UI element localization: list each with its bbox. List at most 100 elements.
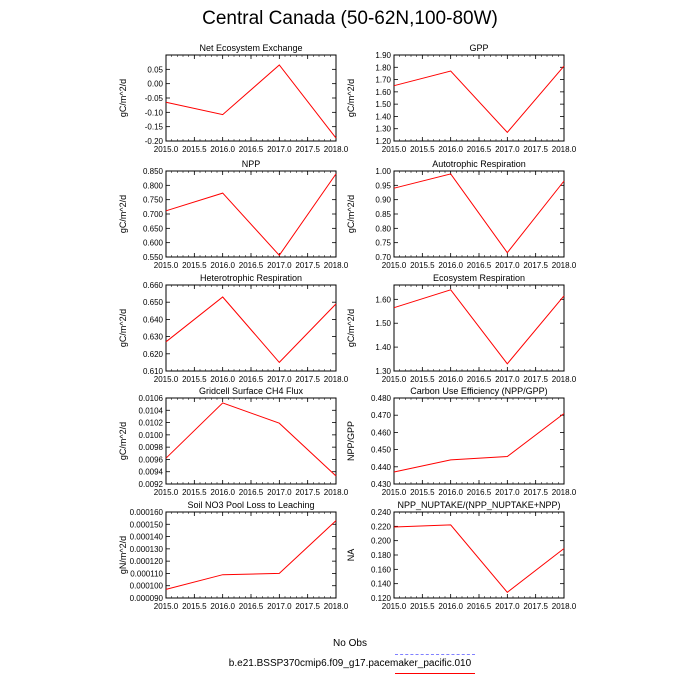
y-tick-label: 0.0092 xyxy=(139,480,164,489)
y-tick-label: 0.140 xyxy=(371,580,392,589)
plot-frame xyxy=(393,284,565,372)
plot-title: NPP xyxy=(242,159,261,169)
x-tick-label: 2015.0 xyxy=(382,261,407,270)
x-tick-label: 2016.0 xyxy=(438,375,463,384)
x-tick-label: 2015.5 xyxy=(410,261,435,270)
x-tick-label: 2016.0 xyxy=(210,488,235,497)
y-tick-label: 0.000130 xyxy=(130,545,164,554)
x-tick-label: 2018.0 xyxy=(324,261,349,270)
y-tick-label: 0.000140 xyxy=(130,533,164,542)
x-tick-label: 2017.5 xyxy=(295,602,320,611)
series-line xyxy=(393,524,565,593)
y-tick-label: 1.70 xyxy=(375,76,391,85)
y-tick-label: 0.000100 xyxy=(130,582,164,591)
x-tick-label: 2015.5 xyxy=(182,602,207,611)
x-tick-label: 2015.0 xyxy=(154,261,179,270)
series-line xyxy=(393,65,565,134)
y-axis-label: NA xyxy=(346,549,356,562)
y-tick-label: 0.0098 xyxy=(139,443,164,452)
x-tick-label: 2016.0 xyxy=(210,261,235,270)
x-tick-label: 2016.0 xyxy=(210,375,235,384)
x-tick-label: 2016.0 xyxy=(210,145,235,154)
y-tick-label: 0.180 xyxy=(371,551,392,560)
y-tick-label: -0.10 xyxy=(145,108,164,117)
x-tick-label: 2015.5 xyxy=(410,375,435,384)
x-tick-label: 2015.5 xyxy=(182,375,207,384)
plot-frame xyxy=(165,170,337,258)
y-tick-label: 0.000160 xyxy=(130,508,164,517)
x-tick-label: 2016.5 xyxy=(239,145,264,154)
x-tick-label: 2017.0 xyxy=(495,261,520,270)
y-tick-label: 0.600 xyxy=(143,239,164,248)
x-tick-label: 2016.0 xyxy=(438,602,463,611)
y-tick-label: 0.0106 xyxy=(139,394,164,403)
x-tick-label: 2016.5 xyxy=(239,602,264,611)
y-tick-label: 0.480 xyxy=(371,394,392,403)
x-tick-label: 2017.5 xyxy=(523,375,548,384)
y-axis-label: gC/m^2/d xyxy=(118,195,128,233)
series-line xyxy=(165,64,337,139)
legend-label-model: b.e21.BSSP370cmip6.f09_g17.pacemaker_pac… xyxy=(228,658,472,669)
x-tick-label: 2016.5 xyxy=(467,145,492,154)
y-tick-label: 1.50 xyxy=(375,100,391,109)
x-tick-label: 2016.5 xyxy=(467,488,492,497)
x-tick-label: 2017.5 xyxy=(523,602,548,611)
y-tick-label: 0.630 xyxy=(143,333,164,342)
x-tick-label: 2017.0 xyxy=(267,375,292,384)
plot-title: Ecosystem Respiration xyxy=(433,273,525,283)
x-tick-label: 2017.0 xyxy=(267,261,292,270)
x-tick-label: 2017.0 xyxy=(495,488,520,497)
x-tick-label: 2015.5 xyxy=(182,261,207,270)
y-tick-label: 0.85 xyxy=(375,210,391,219)
y-tick-label: 1.90 xyxy=(375,51,391,60)
x-tick-label: 2017.0 xyxy=(267,488,292,497)
y-axis-label: gC/m^2/d xyxy=(346,79,356,117)
y-axis-label: NPP/GPP xyxy=(346,421,356,461)
y-tick-label: 0.000110 xyxy=(130,569,163,578)
legend-label-no-obs: No Obs xyxy=(333,638,367,649)
x-tick-label: 2017.0 xyxy=(267,602,292,611)
x-tick-label: 2015.5 xyxy=(182,488,207,497)
y-tick-label: 1.40 xyxy=(375,112,391,121)
x-tick-label: 2018.0 xyxy=(552,261,577,270)
x-tick-label: 2015.0 xyxy=(154,145,179,154)
y-tick-label: 0.220 xyxy=(371,522,392,531)
y-tick-label: 0.0096 xyxy=(139,455,164,464)
plot-title: Net Ecosystem Exchange xyxy=(199,43,302,53)
figure-title: Central Canada (50-62N,100-80W) xyxy=(202,8,498,29)
y-tick-label: 0.95 xyxy=(375,181,391,190)
y-tick-label: 0.000090 xyxy=(130,594,164,603)
y-tick-label: 1.30 xyxy=(375,125,391,134)
y-tick-label: 1.60 xyxy=(375,88,391,97)
y-tick-label: 0.620 xyxy=(143,350,164,359)
y-tick-label: 1.80 xyxy=(375,63,391,72)
y-tick-label: 0.120 xyxy=(371,594,392,603)
x-tick-label: 2015.5 xyxy=(410,602,435,611)
x-tick-label: 2017.0 xyxy=(495,375,520,384)
x-tick-label: 2017.0 xyxy=(495,145,520,154)
x-tick-label: 2017.5 xyxy=(523,145,548,154)
y-axis-label: gC/m^2/d xyxy=(118,79,128,117)
y-tick-label: 0.430 xyxy=(371,480,392,489)
y-tick-label: 1.40 xyxy=(375,343,391,352)
y-tick-label: 1.00 xyxy=(375,167,391,176)
legend-line-model xyxy=(395,673,475,674)
y-tick-label: -0.15 xyxy=(145,123,164,132)
series-line xyxy=(165,296,337,364)
y-axis-label: gC/m^2/d xyxy=(118,422,128,460)
y-tick-label: 0.000150 xyxy=(130,520,164,529)
x-tick-label: 2017.5 xyxy=(523,488,548,497)
y-axis-label: gC/m^2/d xyxy=(346,309,356,347)
x-tick-label: 2018.0 xyxy=(552,145,577,154)
x-tick-label: 2015.5 xyxy=(182,145,207,154)
y-tick-label: 0.0100 xyxy=(139,431,164,440)
x-tick-label: 2016.5 xyxy=(467,261,492,270)
plot-frame xyxy=(393,54,565,142)
y-tick-label: 0.0104 xyxy=(139,406,164,415)
x-tick-label: 2016.5 xyxy=(467,375,492,384)
y-tick-label: 0.650 xyxy=(143,298,164,307)
series-line xyxy=(393,289,565,365)
y-tick-label: 0.160 xyxy=(371,565,392,574)
y-tick-label: 0.240 xyxy=(371,508,392,517)
